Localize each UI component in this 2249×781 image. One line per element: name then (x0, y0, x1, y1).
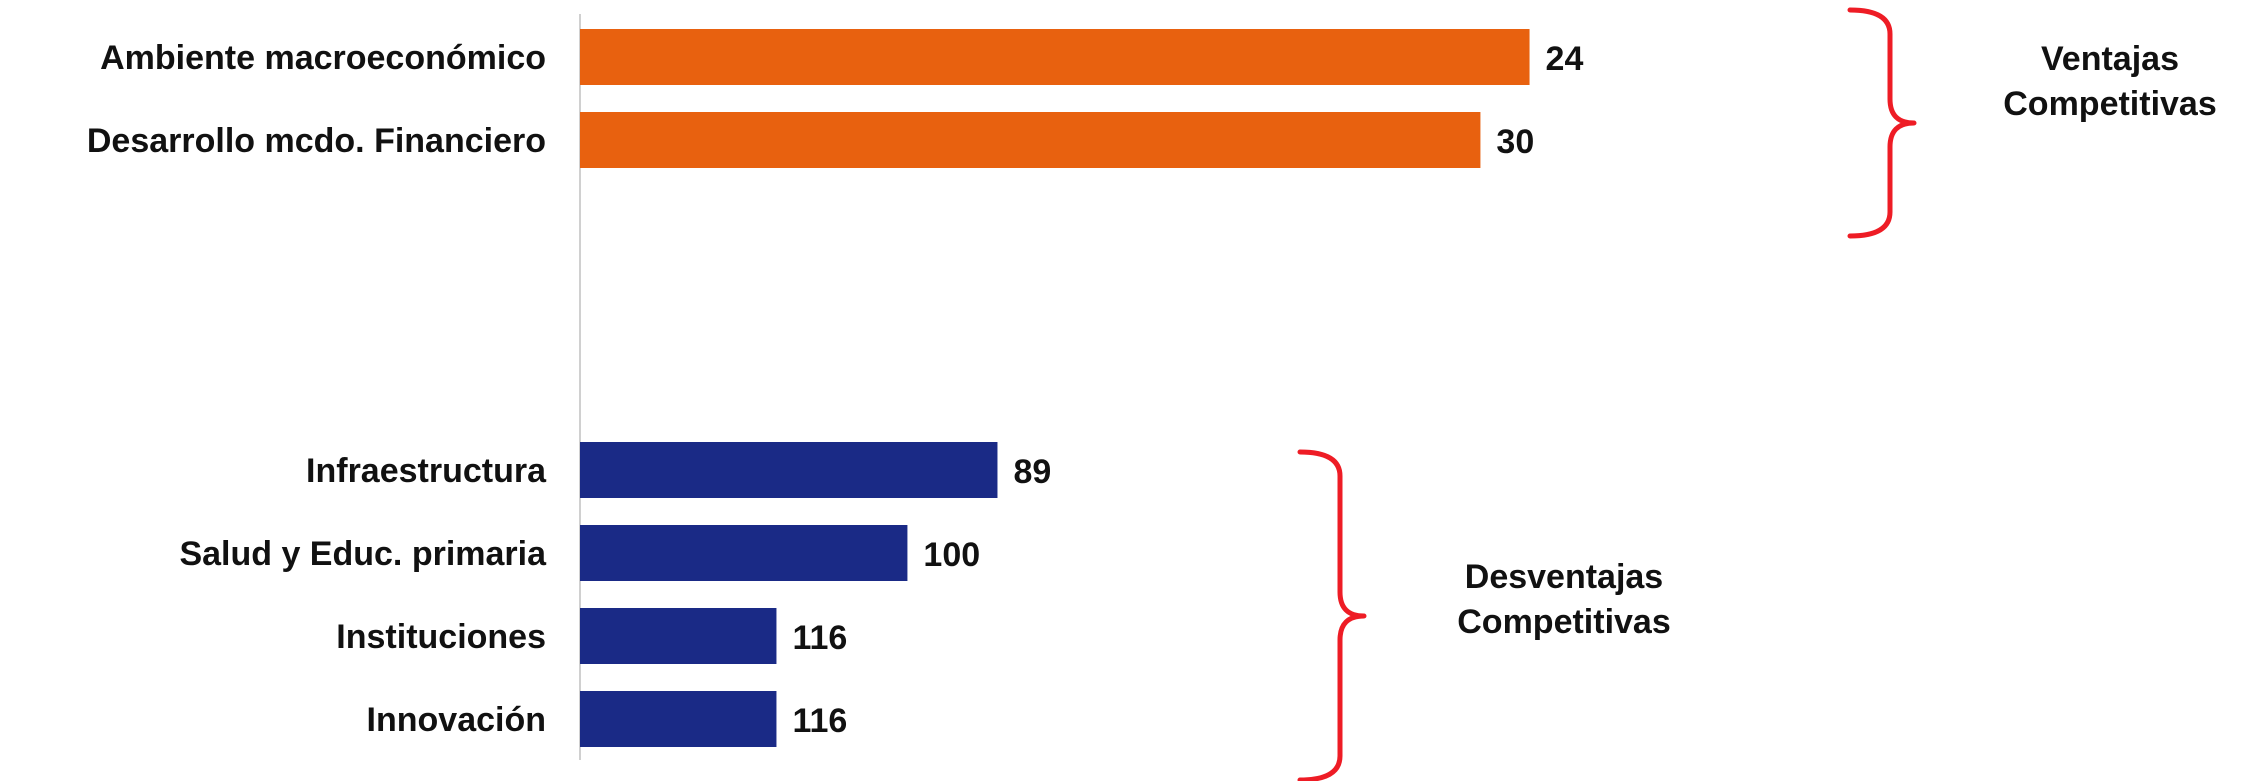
bar-ambiente-macroeconomico (580, 29, 1530, 85)
category-label-infraestructura: Infraestructura (306, 452, 547, 490)
category-label-instituciones: Instituciones (336, 618, 546, 656)
group-label-desventajas: Desventajas (1465, 558, 1663, 596)
brackets-layer: Ventajas Competitivas Desventajas Competiti… (1297, 7, 2217, 781)
bar-salud-y-educ-primaria (580, 525, 908, 581)
value-label-desarrollo-mcdo-financiero: 30 (1496, 123, 1534, 161)
category-label-salud-y-educ-primaria: Salud y Educ. primaria (179, 535, 547, 573)
group-label-competitivas: Competitivas (1457, 603, 1671, 641)
category-label-innovacion: Innovación (367, 701, 546, 739)
category-label-ambiente-macroeconomico: Ambiente macroeconómico (100, 39, 546, 77)
category-label-desarrollo-mcdo-financiero: Desarrollo mcdo. Financiero (87, 122, 546, 160)
group-label-ventajas: Ventajas (2041, 40, 2179, 78)
value-label-innovacion: 116 (792, 702, 847, 740)
bar-desarrollo-mcdo-financiero (580, 112, 1481, 168)
bars-layer (580, 29, 1530, 747)
bracket-desventajas-competitivas (1297, 449, 1367, 781)
value-label-infraestructura: 89 (1013, 453, 1051, 491)
value-label-salud-y-educ-primaria: 100 (923, 536, 980, 574)
bar-infraestructura (580, 442, 998, 498)
bracket-ventajas-competitivas (1847, 7, 1917, 239)
bar-innovacion (580, 691, 777, 747)
value-label-ambiente-macroeconomico: 24 (1546, 40, 1584, 78)
bar-instituciones (580, 608, 777, 664)
labels-layer: Ambiente macroeconómico 24 Desarrollo mcdo… (87, 39, 1584, 740)
value-label-instituciones: 116 (792, 619, 847, 657)
group-label-competitivas: Competitivas (2003, 85, 2217, 123)
